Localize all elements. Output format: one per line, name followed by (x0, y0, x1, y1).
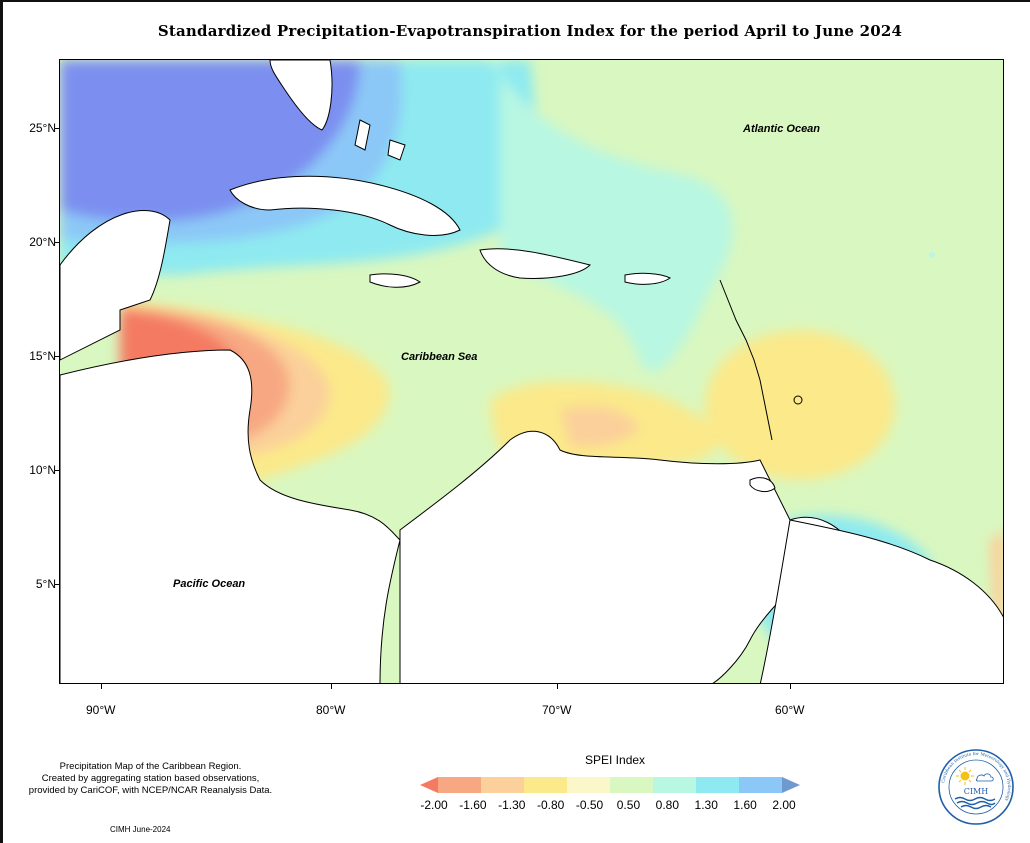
legend-tick-label: 1.60 (733, 798, 757, 812)
land-guianas (759, 519, 1003, 683)
lon-label-90w: 90°W (86, 703, 116, 717)
map-panel (59, 59, 1004, 684)
lon-label-70w: 70°W (542, 703, 572, 717)
field-dry-east (705, 330, 895, 480)
legend-swatch (739, 777, 783, 793)
lat-label-25n: 25°N (29, 121, 56, 135)
legend-swatch (610, 777, 654, 793)
legend-swatch (696, 777, 740, 793)
lat-label-20n: 20°N (29, 235, 56, 249)
legend-swatch (481, 777, 525, 793)
lon-tick (331, 684, 332, 689)
land-bahamas-2 (387, 139, 406, 161)
label-atlantic-ocean: Atlantic Ocean (743, 123, 821, 135)
lat-tick (55, 584, 59, 585)
legend-tick-label: -0.80 (536, 798, 565, 812)
lat-label-5n: 5°N (35, 577, 56, 591)
lat-label-15n: 15°N (29, 349, 56, 363)
legend-swatch (524, 777, 568, 793)
legend-title: SPEI Index (585, 753, 646, 767)
label-caribbean-sea: Caribbean Sea (401, 351, 478, 363)
cloud-icon (975, 773, 994, 782)
land-hispaniola (479, 248, 591, 279)
lon-label-60w: 60°W (775, 703, 805, 717)
land-bahamas (354, 119, 371, 151)
legend-tick-label: 2.00 (772, 798, 796, 812)
sun-icon (956, 767, 974, 785)
lon-tick (790, 684, 791, 689)
island-dot (929, 252, 935, 258)
legend-arrow-right (782, 777, 800, 793)
cimh-logo: CIMH Caribbean Institute for Meteorology… (938, 749, 1014, 825)
land-south-america (399, 430, 851, 683)
description-line: Precipitation Map of the Caribbean Regio… (59, 761, 242, 772)
land-central-america (60, 209, 171, 361)
map-title: Standardized Precipitation-Evapotranspir… (157, 22, 903, 40)
legend-tick-label: 0.80 (655, 798, 680, 812)
legend-arrow-left (420, 777, 438, 793)
lat-tick (55, 356, 59, 357)
land-puerto-rico (624, 272, 671, 285)
lon-tick (101, 684, 102, 689)
lat-label-10n: 10°N (29, 463, 56, 477)
legend-swatch (438, 777, 482, 793)
legend-tick-label: -0.50 (575, 798, 604, 812)
label-pacific-ocean: Pacific Ocean (173, 578, 246, 590)
land-florida (269, 60, 333, 131)
legend-swatch (567, 777, 611, 793)
lat-tick (55, 128, 59, 129)
legend-tick-label: 0.50 (616, 798, 641, 812)
legend-tick-label: -2.00 (420, 798, 448, 812)
spei-map (60, 60, 1003, 683)
legend-tick-label: -1.60 (459, 798, 487, 812)
logo-name: CIMH (964, 787, 988, 796)
description-line: Created by aggregating station based obs… (41, 773, 260, 784)
lat-tick (55, 242, 59, 243)
waves-icon (954, 796, 996, 810)
island-barbados (793, 395, 803, 405)
description-line: provided by CariCOF, with NCEP/NCAR Rean… (28, 785, 273, 796)
field-dry-south-2 (560, 406, 640, 447)
lon-label-80w: 80°W (316, 703, 346, 717)
land-jamaica (369, 273, 421, 288)
legend-swatch (653, 777, 697, 793)
legend-tick-label: 1.30 (694, 798, 718, 812)
footer-credit: CIMH June-2024 (110, 825, 171, 834)
island-chain-lesser-antilles (719, 279, 773, 441)
legend-tick-labels: -2.00 -1.60 -1.30 -0.80 -0.50 0.50 0.80 1.30 1.6… (420, 798, 796, 814)
land-cuba (229, 175, 461, 236)
lon-tick (557, 684, 558, 689)
legend-color-bar (420, 777, 800, 793)
lat-tick (55, 470, 59, 471)
map-description: Precipitation Map of the Caribbean Regio… (8, 761, 293, 797)
land-central-america-2 (60, 349, 401, 683)
legend-tick-label: -1.30 (498, 798, 526, 812)
land-trinidad (749, 477, 776, 493)
field-light-cyan (490, 60, 733, 372)
